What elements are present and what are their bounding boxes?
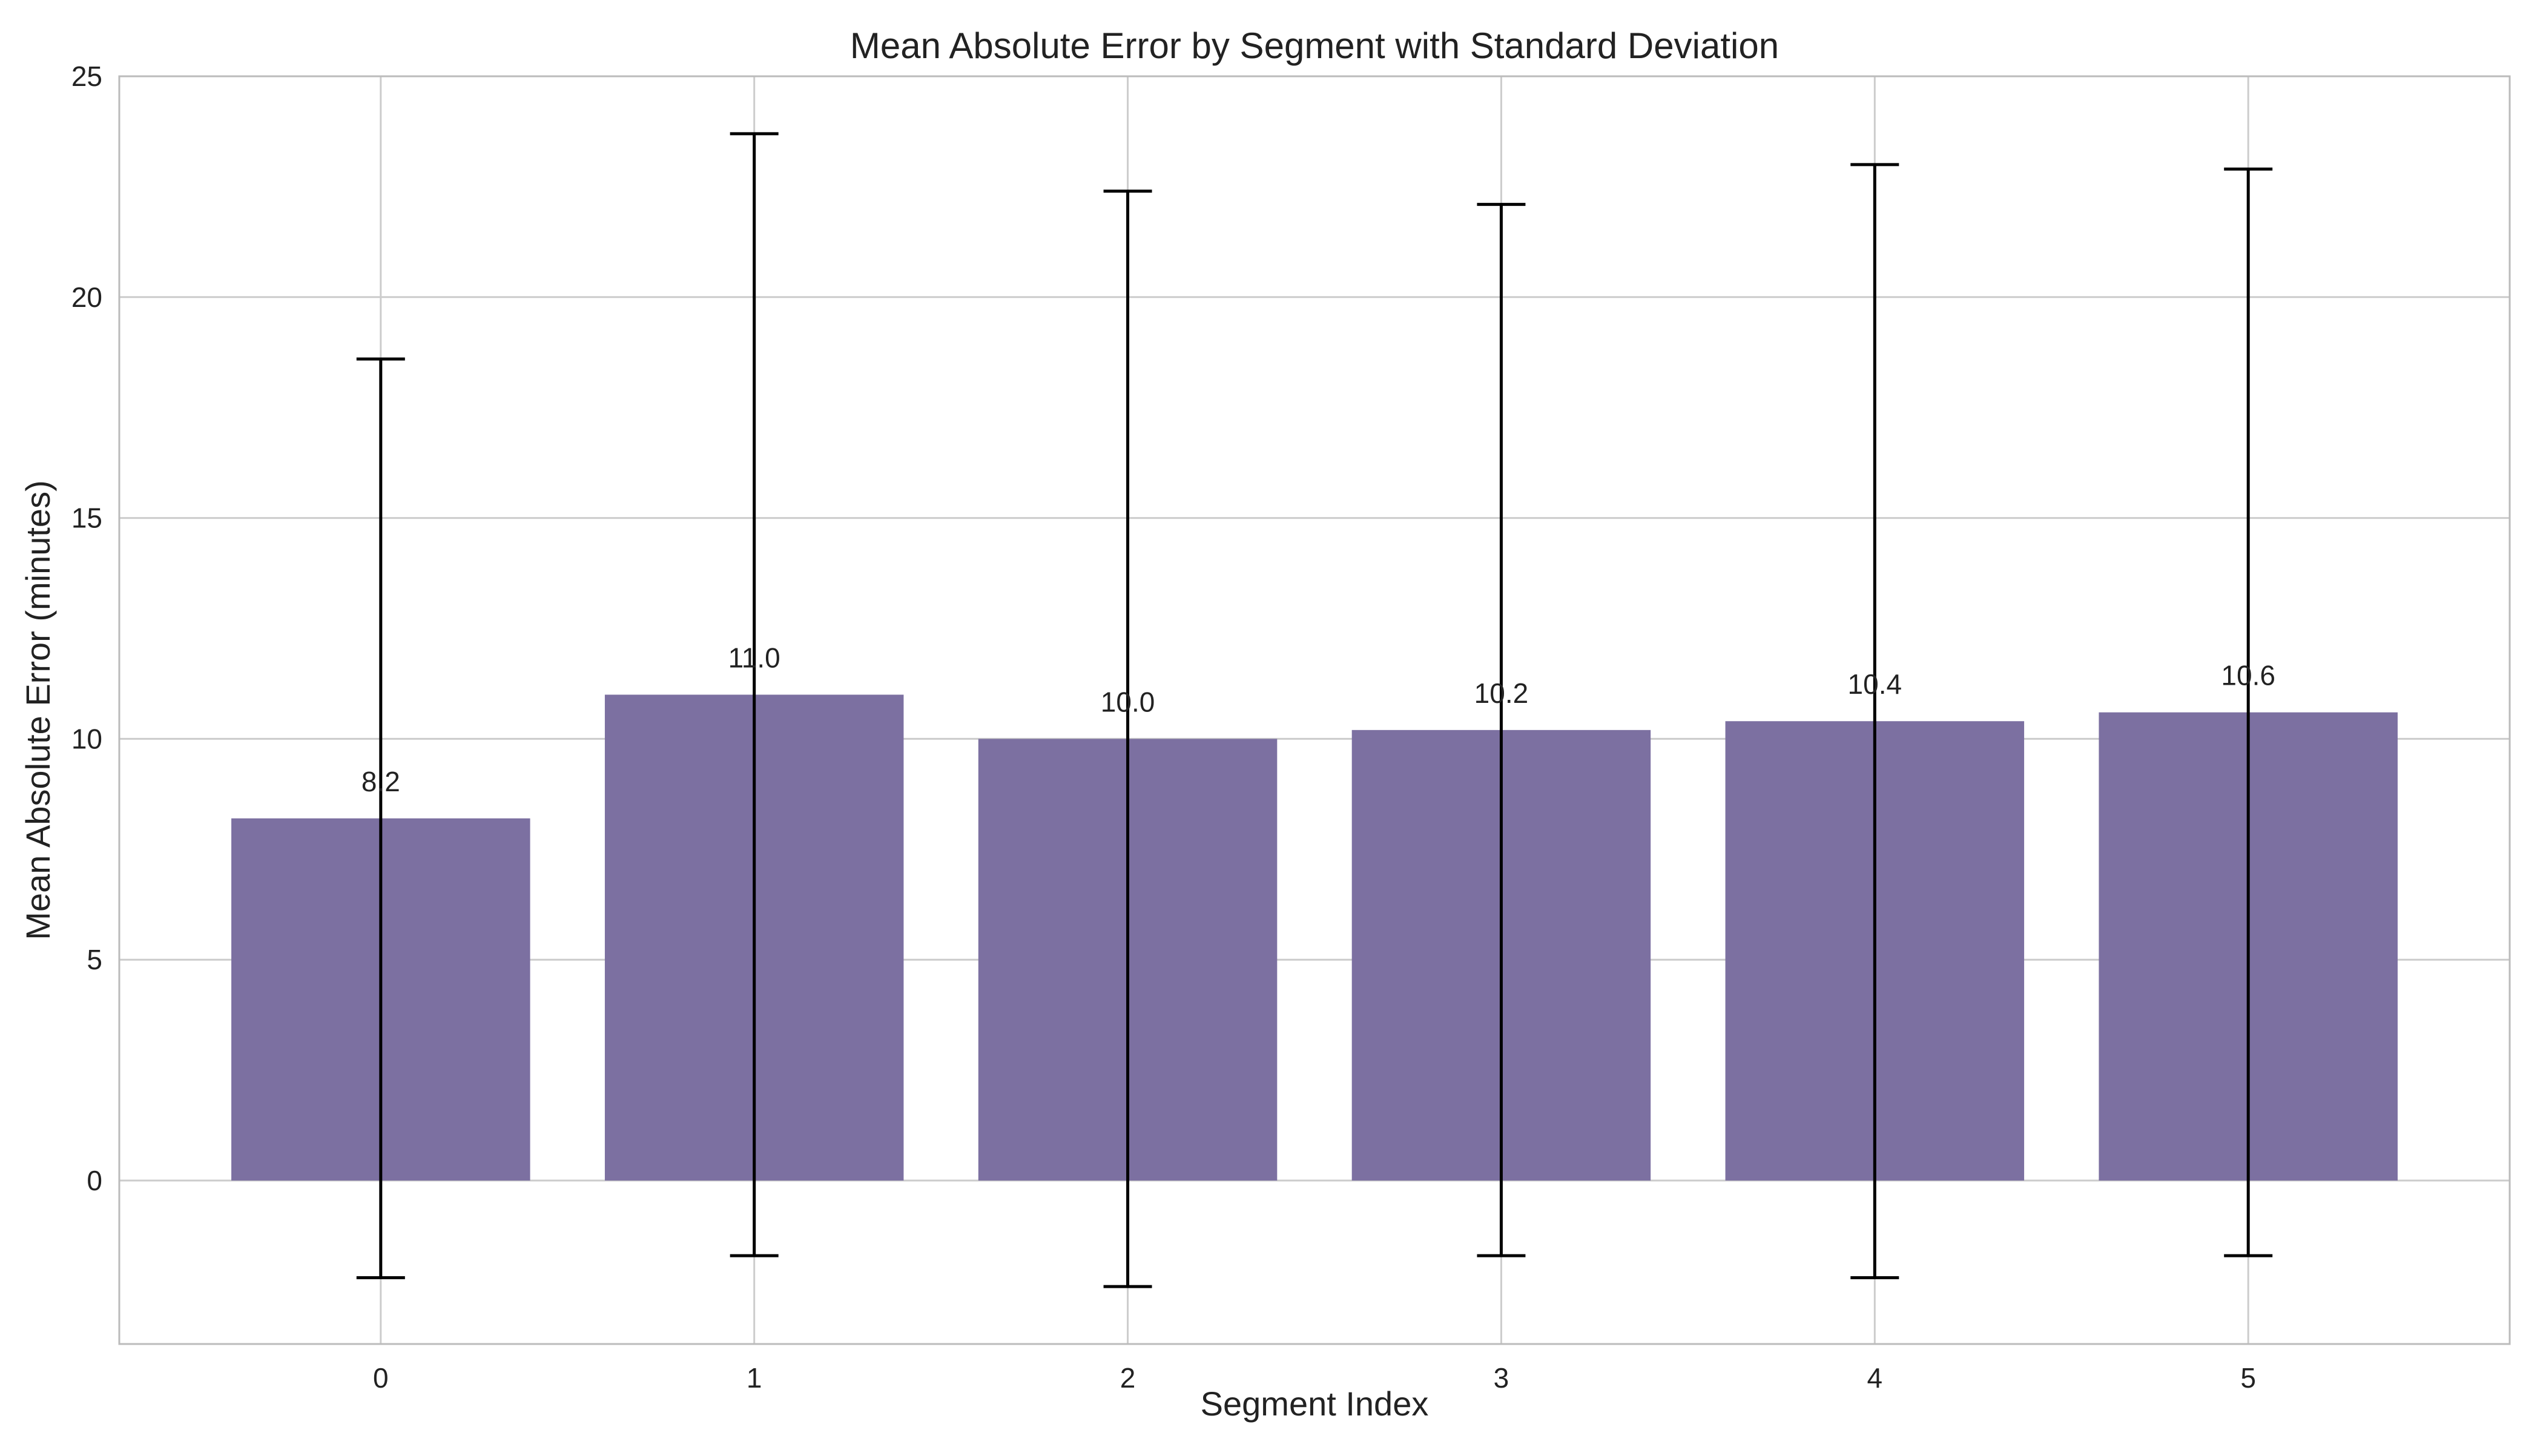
- x-tick-label: 0: [373, 1362, 389, 1394]
- value-label: 11.0: [728, 642, 780, 673]
- error-bar: [2224, 167, 2273, 1257]
- value-label: 10.2: [1474, 677, 1529, 709]
- value-label: 10.4: [1848, 668, 1902, 700]
- tick-labels: 0 1 2 3 4 5 0 5 10 15 20 25: [71, 61, 2256, 1394]
- y-tick-label: 20: [71, 282, 102, 313]
- error-bar: [730, 132, 779, 1257]
- plot-frame: [118, 75, 2511, 1345]
- error-bar: [356, 357, 405, 1280]
- error-bar: [1103, 189, 1152, 1288]
- chart-title: Mean Absolute Error by Segment with Stan…: [850, 25, 1779, 66]
- error-bar: [1477, 203, 1526, 1257]
- bars: [231, 694, 2398, 1181]
- y-tick-label: 5: [87, 944, 102, 975]
- value-label: 8.2: [361, 766, 400, 797]
- y-tick-label: 10: [71, 723, 102, 754]
- x-tick-label: 5: [2240, 1362, 2256, 1394]
- y-tick-label: 15: [71, 502, 102, 534]
- x-tick-label: 2: [1120, 1362, 1136, 1394]
- y-tick-label: 25: [71, 61, 102, 92]
- x-tick-label: 4: [1867, 1362, 1883, 1394]
- x-tick-label: 1: [747, 1362, 762, 1394]
- x-axis-label: Segment Index: [1201, 1385, 1429, 1423]
- value-label: 10.0: [1101, 686, 1155, 717]
- error-bars: [356, 132, 2273, 1288]
- value-label: 10.6: [2221, 660, 2275, 691]
- y-tick-label: 0: [87, 1165, 102, 1196]
- value-labels: 8.2 11.0 10.0 10.2 10.4 10.6: [361, 642, 2275, 797]
- x-tick-label: 3: [1494, 1362, 1509, 1394]
- error-bar: [1850, 163, 1899, 1280]
- y-axis-label: Mean Absolute Error (minutes): [19, 480, 57, 940]
